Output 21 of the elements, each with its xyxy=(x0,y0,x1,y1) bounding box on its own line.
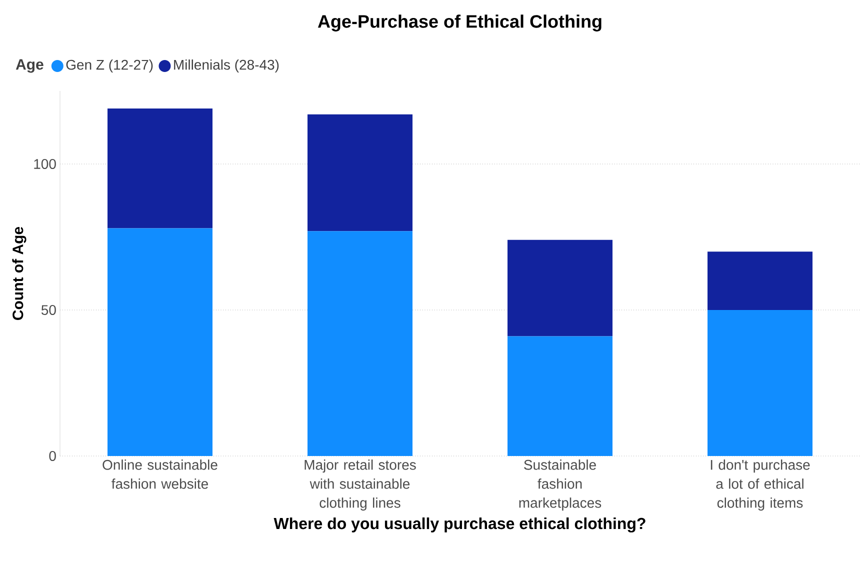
legend-label: Millenials (28-43) xyxy=(174,59,279,73)
y-tick-label: 0 xyxy=(49,451,56,461)
y-tick-label: 100 xyxy=(34,159,56,169)
bar xyxy=(708,252,813,310)
bar xyxy=(108,108,212,228)
legend-title: Age xyxy=(16,59,44,73)
bar xyxy=(708,310,813,456)
bar xyxy=(508,240,613,336)
x-tick-label: I don't purchase a lot of ethical clothing items xyxy=(710,460,810,511)
chart-title: Age-Purchase of Ethical Clothing xyxy=(318,14,602,32)
bar xyxy=(108,228,212,456)
bar xyxy=(508,336,613,456)
x-tick-label: Sustainable fashion marketplaces xyxy=(519,460,602,511)
bar xyxy=(308,114,413,232)
x-tick-label: Major retail stores with sustainable clothing lines xyxy=(304,460,416,511)
y-axis-title: Count of Age xyxy=(12,226,26,320)
x-tick-label: Online sustainable fashion website xyxy=(102,460,218,489)
legend-label: Gen Z (12-27) xyxy=(66,59,153,73)
y-tick-label: 50 xyxy=(41,305,56,315)
bar xyxy=(308,231,413,456)
x-axis-title: Where do you usually purchase ethical clothing? xyxy=(274,517,646,532)
